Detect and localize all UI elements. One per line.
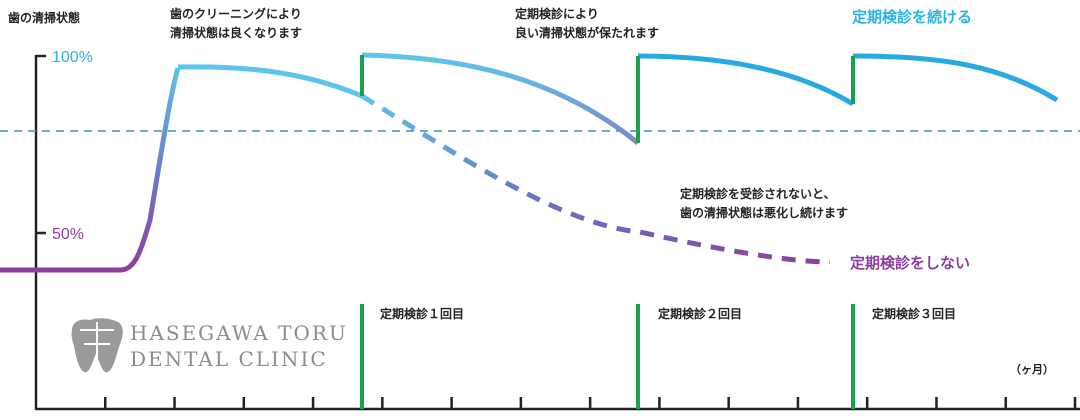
series-continue-segment-2: [361, 52, 640, 145]
y-tick-label-50: 50%: [52, 226, 84, 243]
series-continue-segment-4: [852, 53, 1059, 103]
checkup-label-1: 定期検診１回目: [380, 306, 464, 321]
series-continue: [0, 52, 1059, 273]
annotation-cleaning-2: 清掃状態は良くなります: [170, 25, 302, 40]
x-unit-label: （ヶ月）: [1010, 363, 1054, 376]
legend-continue: 定期検診を続ける: [852, 8, 972, 26]
annotation-cleaning-1: 歯のクリーニングにより: [170, 6, 302, 21]
clinic-logo: HASEGAWA TORU DENTAL CLINIC: [71, 318, 348, 373]
checkup-label-3: 定期検診３回目: [872, 306, 956, 321]
checkup-label-2: 定期検診２回目: [658, 306, 742, 321]
series-continue-segment-1: [177, 64, 363, 99]
series-no-checkup: [360, 93, 831, 265]
logo-line-1: HASEGAWA TORU: [130, 321, 348, 345]
x-ticks: [104, 397, 1077, 409]
annotation-maintain-1: 定期検診により: [515, 6, 599, 21]
logo-line-2: DENTAL CLINIC: [130, 347, 328, 371]
series-continue-rise: [0, 67, 181, 273]
y-tick-label-100: 100%: [52, 49, 93, 66]
series-continue-segment-3: [637, 53, 855, 107]
annotation-worsen-1: 定期検診を受診されないと、: [680, 186, 836, 201]
y-axis-label: 歯の清掃状態: [8, 10, 80, 25]
tooth-logo-icon: [71, 318, 123, 373]
legend-no-checkup: 定期検診をしない: [850, 254, 970, 272]
annotation-maintain-2: 良い清掃状態が保たれます: [515, 25, 659, 40]
annotation-worsen-2: 歯の清掃状態は悪化し続けます: [680, 205, 848, 220]
